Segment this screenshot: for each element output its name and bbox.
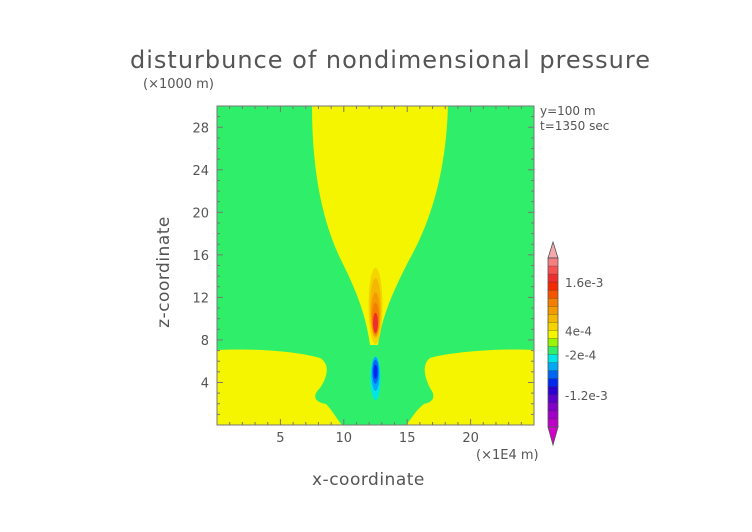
contour-field: [217, 106, 534, 425]
colorbar-level: [548, 402, 558, 412]
colorbar-level: [548, 378, 558, 388]
annotation-y-position: y=100 m: [540, 104, 596, 118]
y-axis: 4 8 12 16 20 24 28: [192, 116, 534, 415]
colorbar-level: [548, 346, 558, 355]
x-tick-label: 5: [276, 431, 284, 446]
y-tick-label: 8: [201, 334, 209, 349]
colorbar-level: [548, 282, 558, 291]
y-axis-label: z-coordinate: [154, 216, 174, 328]
x-axis: 5 10 15 20: [229, 106, 522, 446]
colorbar-level: [548, 338, 558, 347]
low-level-positive-region-right: [406, 349, 534, 425]
x-axis-unit: (×1E4 m): [476, 448, 539, 463]
colorbar-level: [548, 322, 558, 331]
x-tick-label: 20: [462, 431, 479, 446]
colorbar-level: [548, 394, 558, 404]
colorbar-level: [548, 274, 558, 283]
y-tick-label: 4: [201, 376, 209, 391]
x-axis-label: x-coordinate: [312, 470, 425, 490]
low-level-positive-region: [217, 349, 342, 425]
colorbar-level: [548, 330, 558, 339]
colorbar-upper-extension: [547, 240, 559, 259]
negative-core-level-3: [373, 364, 378, 379]
colorbar-level: [548, 258, 558, 267]
colorbar-level: [548, 362, 558, 371]
chart-title: disturbunce of nondimensional pressure: [130, 46, 651, 74]
colorbar-label: -1.2e-3: [565, 389, 608, 403]
colorbar-lower-extension: [547, 426, 559, 447]
colorbar-level: [548, 410, 558, 420]
colorbar-level: [548, 370, 558, 380]
colorbar-level: [548, 418, 558, 428]
y-tick-label: 28: [192, 121, 209, 136]
positive-core-level-4: [373, 312, 378, 333]
colorbar-level: [548, 290, 558, 299]
upper-positive-plume: [312, 106, 448, 345]
annotation-time: t=1350 sec: [540, 119, 610, 133]
colorbar-level: [548, 314, 558, 323]
x-tick-label: 15: [399, 431, 416, 446]
colorbar-level: [548, 354, 558, 363]
x-tick-label: 10: [336, 431, 353, 446]
colorbar-level: [548, 386, 558, 396]
y-tick-label: 16: [192, 249, 209, 264]
colorbar-level: [548, 266, 558, 275]
colorbar-frame: [547, 257, 559, 428]
y-axis-unit: (×1000 m): [143, 77, 214, 92]
colorbar-label: -2e-4: [565, 349, 596, 363]
colorbar-level: [548, 306, 558, 315]
negative-core: [370, 356, 381, 401]
positive-core: [368, 267, 383, 344]
y-tick-label: 24: [192, 164, 209, 179]
colorbar-label: 1.6e-3: [565, 276, 603, 290]
y-tick-label: 20: [192, 206, 209, 221]
colorbar-level: [548, 298, 558, 307]
colorbar-label: 4e-4: [565, 324, 592, 338]
y-tick-label: 12: [192, 291, 209, 306]
colorbar: 1.6e-3 4e-4 -2e-4 -1.2e-3: [547, 240, 608, 447]
